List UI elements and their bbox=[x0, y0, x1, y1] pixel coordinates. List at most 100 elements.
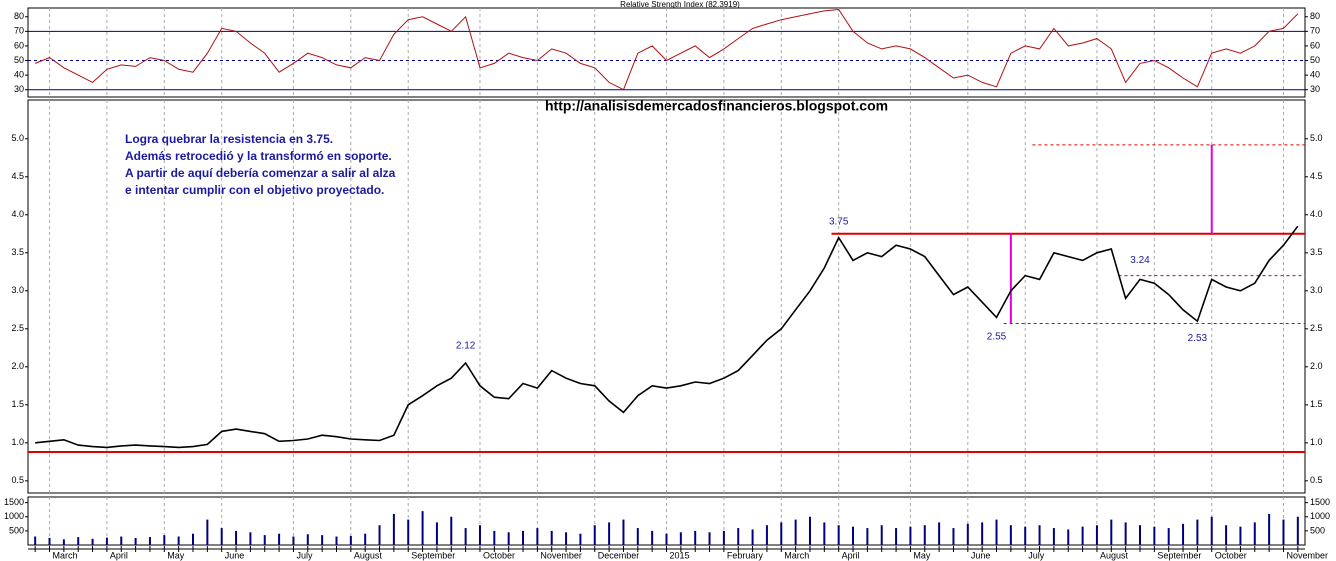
y-tick-label: 5.0 bbox=[1310, 133, 1323, 143]
price-annotation: 2.55 bbox=[987, 332, 1007, 343]
x-tick-label: 2015 bbox=[670, 550, 690, 560]
y-tick-label: 1000 bbox=[4, 511, 24, 521]
volume-bar bbox=[794, 519, 797, 545]
y-tick-label: 1500 bbox=[1310, 497, 1330, 507]
volume-bar bbox=[737, 528, 740, 545]
y-tick-label: 1.5 bbox=[1310, 399, 1323, 409]
x-tick-label: July bbox=[1028, 550, 1045, 560]
y-tick-label: 4.0 bbox=[11, 209, 24, 219]
x-tick-label: May bbox=[167, 550, 185, 560]
y-tick-label: 2.5 bbox=[1310, 323, 1323, 333]
volume-bar bbox=[493, 530, 496, 545]
price-line bbox=[35, 225, 1299, 449]
volume-bar bbox=[995, 519, 998, 545]
volume-bar bbox=[378, 525, 381, 545]
volume-bar bbox=[751, 529, 754, 545]
volume-bar bbox=[1067, 529, 1070, 545]
volume-bar bbox=[407, 519, 410, 545]
volume-bar bbox=[263, 535, 266, 545]
y-tick-label: 60 bbox=[14, 40, 24, 50]
y-tick-label: 500 bbox=[9, 525, 24, 535]
y-tick-label: 2.0 bbox=[1310, 361, 1323, 371]
volume-bar bbox=[421, 511, 424, 545]
x-tick-label: May bbox=[913, 550, 931, 560]
volume-bar bbox=[895, 528, 898, 545]
x-tick-label: July bbox=[296, 550, 313, 560]
volume-bar bbox=[148, 537, 151, 545]
volume-bar bbox=[665, 533, 668, 545]
volume-bar bbox=[292, 536, 295, 545]
volume-bar bbox=[780, 522, 783, 545]
y-tick-label: 1.0 bbox=[1310, 437, 1323, 447]
price-annotation: 3.24 bbox=[1130, 255, 1150, 266]
volume-bar bbox=[938, 522, 941, 545]
volume-bar bbox=[349, 535, 352, 545]
x-tick-label: April bbox=[110, 550, 128, 560]
volume-bar bbox=[866, 528, 869, 545]
volume-bar bbox=[694, 530, 697, 545]
volume-bar bbox=[837, 525, 840, 545]
y-tick-label: 1500 bbox=[4, 497, 24, 507]
y-tick-label: 2.5 bbox=[11, 323, 24, 333]
x-tick-label: October bbox=[483, 550, 515, 560]
volume-bar bbox=[77, 537, 80, 545]
y-tick-label: 30 bbox=[1310, 84, 1320, 94]
x-tick-label: March bbox=[53, 550, 78, 560]
volume-bar bbox=[966, 523, 969, 545]
volume-bar bbox=[1052, 528, 1055, 545]
note-line: Además retrocedió y la transformó en sop… bbox=[125, 149, 392, 163]
x-tick-label: June bbox=[971, 550, 991, 560]
y-tick-label: 3.0 bbox=[11, 285, 24, 295]
y-tick-label: 60 bbox=[1310, 40, 1320, 50]
volume-bar bbox=[1282, 519, 1285, 545]
x-tick-label: April bbox=[842, 550, 860, 560]
volume-bar bbox=[708, 532, 711, 545]
volume-bar bbox=[177, 536, 180, 545]
note-line: e intentar cumplir con el objetivo proye… bbox=[125, 183, 384, 197]
site-url: http://analisisdemercadosfinancieros.blo… bbox=[545, 98, 888, 114]
volume-bar bbox=[249, 532, 252, 545]
volume-bar bbox=[335, 536, 338, 545]
volume-bar bbox=[722, 530, 725, 545]
volume-bar bbox=[823, 522, 826, 545]
volume-bar bbox=[105, 537, 108, 545]
volume-bar bbox=[1024, 526, 1027, 545]
rsi-title: Relative Strength Index (82.3919) bbox=[620, 0, 740, 9]
y-tick-label: 70 bbox=[1310, 26, 1320, 36]
volume-bar bbox=[679, 532, 682, 545]
volume-bar bbox=[1253, 522, 1256, 545]
note-line: A partir de aquí debería comenzar a sali… bbox=[125, 166, 396, 180]
volume-bar bbox=[34, 536, 37, 545]
x-tick-label: December bbox=[598, 550, 640, 560]
volume-bar bbox=[636, 528, 639, 545]
x-tick-label: October bbox=[1215, 550, 1247, 560]
y-tick-label: 1.5 bbox=[11, 399, 24, 409]
volume-bar bbox=[450, 516, 453, 545]
volume-bar bbox=[478, 525, 481, 545]
volume-bar bbox=[392, 513, 395, 545]
volume-bar bbox=[206, 519, 209, 545]
y-tick-label: 3.5 bbox=[1310, 247, 1323, 257]
y-tick-label: 1.0 bbox=[11, 437, 24, 447]
y-tick-label: 4.0 bbox=[1310, 209, 1323, 219]
y-tick-label: 2.0 bbox=[11, 361, 24, 371]
volume-bar bbox=[565, 532, 568, 545]
y-tick-label: 5.0 bbox=[11, 133, 24, 143]
y-tick-label: 40 bbox=[1310, 69, 1320, 79]
volume-bar bbox=[536, 528, 539, 545]
volume-bar bbox=[952, 528, 955, 545]
y-tick-label: 1000 bbox=[1310, 511, 1330, 521]
volume-bar bbox=[923, 525, 926, 545]
x-tick-label: September bbox=[1157, 550, 1201, 560]
volume-bar bbox=[278, 533, 281, 545]
x-tick-label: February bbox=[727, 550, 764, 560]
x-tick-label: June bbox=[225, 550, 245, 560]
y-tick-label: 500 bbox=[1310, 525, 1325, 535]
volume-bar bbox=[1225, 525, 1228, 545]
y-tick-label: 3.5 bbox=[11, 247, 24, 257]
volume-bar bbox=[1110, 519, 1113, 545]
volume-bar bbox=[651, 530, 654, 545]
x-tick-label: March bbox=[784, 550, 809, 560]
